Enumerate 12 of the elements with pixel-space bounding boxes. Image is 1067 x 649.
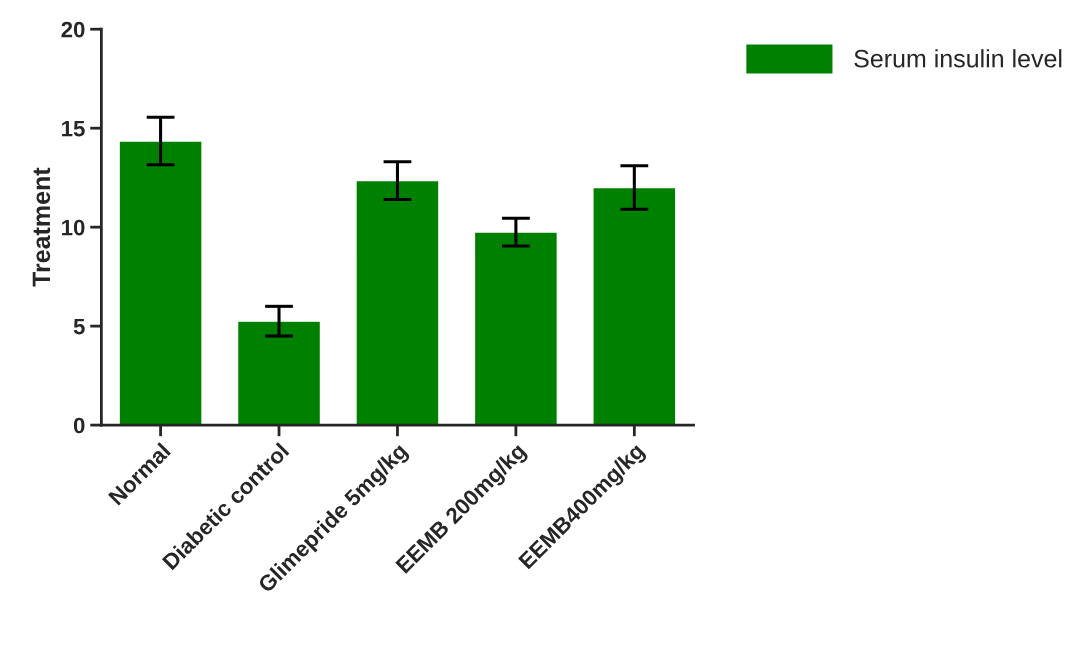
y-axis-title: Treatment bbox=[32, 167, 51, 287]
y-tick-label: 10 bbox=[62, 219, 85, 236]
y-tick-label: 5 bbox=[73, 318, 85, 335]
y-tick-label: 20 bbox=[61, 21, 85, 38]
bar bbox=[473, 231, 559, 426]
bar bbox=[592, 186, 677, 426]
y-tick-label: 0 bbox=[73, 417, 85, 434]
bar bbox=[236, 320, 322, 426]
legend-label: Serum insulin level bbox=[854, 49, 1062, 68]
bar bbox=[118, 140, 203, 426]
bar bbox=[355, 179, 440, 426]
y-tick-label: 15 bbox=[62, 120, 85, 137]
